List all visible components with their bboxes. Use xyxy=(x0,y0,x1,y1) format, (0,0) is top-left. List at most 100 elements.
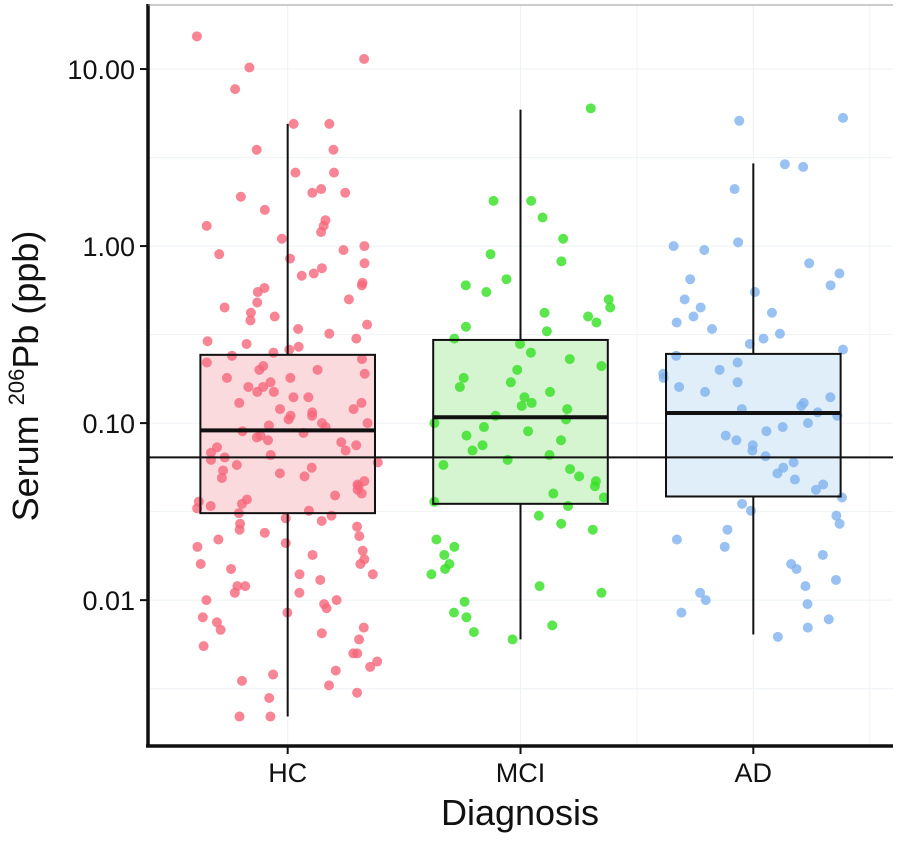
data-point xyxy=(316,184,327,195)
data-point xyxy=(523,426,534,437)
data-point xyxy=(241,338,252,349)
data-point xyxy=(367,569,378,580)
data-point xyxy=(251,144,262,155)
data-point xyxy=(214,249,225,260)
data-point xyxy=(357,545,368,556)
data-point xyxy=(539,307,550,318)
data-point xyxy=(201,357,212,368)
data-point xyxy=(574,471,585,482)
data-point xyxy=(516,400,527,411)
data-point xyxy=(201,220,212,231)
data-point xyxy=(330,490,341,501)
data-point xyxy=(352,521,363,532)
data-point xyxy=(348,648,359,659)
data-point xyxy=(263,420,274,431)
data-point xyxy=(265,711,276,722)
data-point xyxy=(288,118,299,129)
data-point xyxy=(328,144,339,155)
data-point xyxy=(460,321,471,332)
data-point xyxy=(197,612,208,623)
data-point xyxy=(245,307,256,318)
data-point xyxy=(745,505,756,516)
data-point xyxy=(268,386,279,397)
data-point xyxy=(429,496,440,507)
data-point xyxy=(307,187,318,198)
data-point xyxy=(293,341,304,352)
data-point xyxy=(761,426,772,437)
data-point xyxy=(731,435,742,446)
data-point xyxy=(324,118,335,129)
data-point xyxy=(293,324,304,335)
y-axis-ticks: 10.00 1.00 0.10 0.01 xyxy=(67,55,148,616)
data-point xyxy=(268,669,279,680)
data-point xyxy=(330,665,341,676)
x-tick-label: HC xyxy=(268,758,307,788)
data-point xyxy=(760,451,771,462)
data-point xyxy=(676,607,687,618)
data-point xyxy=(596,587,607,598)
data-point xyxy=(206,447,217,458)
data-point xyxy=(358,622,369,633)
box-MCI xyxy=(432,338,609,505)
data-point xyxy=(354,634,365,645)
data-point xyxy=(810,484,821,495)
data-point xyxy=(431,534,442,545)
data-point xyxy=(558,233,569,244)
data-point xyxy=(732,357,743,368)
data-point xyxy=(485,249,496,260)
y-axis-title: Serum 206Pb (ppb) xyxy=(4,231,46,522)
data-point xyxy=(449,541,460,552)
data-point xyxy=(338,245,349,256)
data-point xyxy=(438,459,449,470)
data-point xyxy=(547,620,558,631)
data-point xyxy=(245,315,256,326)
data-point xyxy=(316,515,327,526)
data-point xyxy=(563,501,574,512)
data-point xyxy=(324,328,335,339)
data-point xyxy=(331,595,342,606)
data-point xyxy=(459,596,470,607)
data-point xyxy=(315,574,326,585)
data-point xyxy=(467,445,478,456)
data-point xyxy=(336,437,347,448)
data-point xyxy=(591,317,602,328)
data-point xyxy=(219,302,230,313)
data-point xyxy=(202,336,213,347)
data-point xyxy=(671,534,682,545)
data-point xyxy=(294,587,305,598)
data-point xyxy=(280,513,291,524)
data-point xyxy=(356,488,367,499)
data-point xyxy=(671,317,682,328)
y-tick-label: 1.00 xyxy=(82,232,135,262)
data-point xyxy=(501,274,512,285)
data-point xyxy=(802,418,813,429)
data-point xyxy=(230,84,241,95)
data-point xyxy=(340,187,351,198)
data-point xyxy=(365,661,376,672)
data-point xyxy=(201,595,212,606)
data-point xyxy=(244,62,255,73)
data-point xyxy=(240,581,251,592)
data-point xyxy=(605,302,616,313)
data-point xyxy=(526,397,537,408)
data-point xyxy=(307,549,318,560)
data-point xyxy=(589,481,600,492)
data-point xyxy=(700,595,711,606)
data-point xyxy=(235,191,246,202)
data-point xyxy=(830,574,841,585)
data-point xyxy=(477,440,488,451)
data-point xyxy=(299,471,310,482)
data-point xyxy=(679,294,690,305)
data-point xyxy=(321,603,332,614)
data-point xyxy=(268,347,279,358)
data-point xyxy=(772,631,783,642)
data-point xyxy=(290,167,301,178)
data-point xyxy=(695,587,706,598)
data-point xyxy=(316,263,327,274)
data-point xyxy=(596,361,607,372)
data-point xyxy=(836,492,847,503)
data-point xyxy=(548,488,559,499)
box-HC xyxy=(199,353,376,515)
data-point xyxy=(213,534,224,545)
